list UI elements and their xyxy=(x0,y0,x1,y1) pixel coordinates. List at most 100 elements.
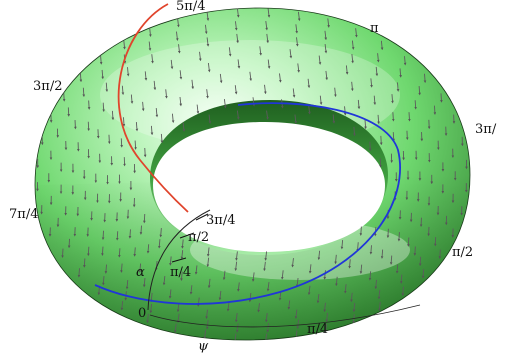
field-arrow xyxy=(334,254,337,265)
field-arrow xyxy=(351,81,354,92)
field-arrow xyxy=(353,126,356,137)
field-arrow xyxy=(125,280,129,290)
blue-curve xyxy=(94,102,401,305)
field-arrow xyxy=(259,46,262,56)
field-arrow xyxy=(234,333,237,340)
field-arrow xyxy=(118,248,121,258)
field-arrow xyxy=(421,269,425,279)
field-arrow xyxy=(423,73,427,84)
field-arrow xyxy=(234,21,238,31)
field-arrow xyxy=(418,86,421,96)
label-three-pi-2-left: 3π/2 xyxy=(33,79,62,94)
field-arrow xyxy=(294,114,298,124)
field-arrow xyxy=(228,47,232,57)
field-arrow xyxy=(198,51,202,62)
field-arrow xyxy=(101,69,105,80)
field-arrow xyxy=(206,37,210,47)
field-arrow xyxy=(357,99,361,110)
field-arrow xyxy=(380,40,384,51)
scale-label-pi-2: π/2 xyxy=(188,230,209,245)
field-arrow xyxy=(327,18,330,28)
field-arrow xyxy=(149,303,153,314)
field-arrow xyxy=(206,247,210,257)
field-arrow xyxy=(176,313,180,323)
field-arrow xyxy=(120,301,124,311)
field-arrow xyxy=(296,319,300,330)
field-arrow xyxy=(151,54,154,64)
field-arrow xyxy=(295,24,299,34)
field-arrow xyxy=(179,96,183,107)
field-arrow xyxy=(332,114,336,124)
field-arrow xyxy=(208,114,212,124)
field-arrow xyxy=(123,40,126,50)
field-arrow xyxy=(377,290,381,300)
field-arrow xyxy=(351,54,354,64)
field-arrow xyxy=(165,89,168,99)
field-arrow xyxy=(157,239,161,249)
field-arrow xyxy=(292,88,296,98)
field-arrow xyxy=(77,268,81,278)
field-arrow xyxy=(266,33,269,44)
field-arrow xyxy=(373,95,377,106)
field-arrow xyxy=(206,11,210,21)
field-arrow xyxy=(223,98,227,109)
field-arrow xyxy=(191,79,195,90)
field-arrow xyxy=(234,261,238,272)
field-arrow xyxy=(194,265,198,275)
red-curve xyxy=(117,3,189,213)
field-arrow xyxy=(391,94,394,104)
field-arrow xyxy=(121,85,125,96)
field-arrow xyxy=(179,70,183,80)
label-three-pi-2-right: 3π/ xyxy=(475,122,497,137)
field-arrow xyxy=(180,271,183,282)
field-arrow xyxy=(308,264,312,274)
field-arrow xyxy=(142,277,146,288)
psi-symbol: ψ xyxy=(198,339,209,354)
field-arrow xyxy=(87,246,90,257)
label-pi-4-bottom: π/4 xyxy=(307,322,328,337)
field-arrow xyxy=(295,37,299,47)
field-arrow xyxy=(318,55,322,65)
field-arrow xyxy=(340,240,344,250)
field-arrow xyxy=(317,250,321,261)
field-arrow xyxy=(376,53,380,63)
field-arrow xyxy=(135,122,139,132)
vector-field-arrows xyxy=(36,8,468,340)
field-arrow xyxy=(104,264,108,274)
field-arrow xyxy=(267,8,271,18)
field-arrow xyxy=(278,73,282,83)
field-arrow xyxy=(335,276,338,287)
field-arrow xyxy=(236,323,239,333)
field-arrow xyxy=(369,245,373,255)
field-arrow xyxy=(234,85,238,95)
field-arrow xyxy=(160,133,164,144)
field-arrow xyxy=(307,78,311,89)
field-arrow xyxy=(399,68,402,78)
field-arrow xyxy=(206,89,209,99)
field-arrow xyxy=(316,293,320,304)
field-arrow xyxy=(102,102,105,113)
field-arrow xyxy=(345,65,349,75)
field-arrow xyxy=(323,302,327,313)
field-arrow xyxy=(182,122,186,132)
field-arrow xyxy=(237,59,241,69)
field-arrow xyxy=(391,112,395,122)
field-arrow xyxy=(264,251,268,261)
field-arrow xyxy=(265,21,268,31)
field-arrow xyxy=(403,56,407,66)
field-arrow xyxy=(295,278,299,288)
label-pi-2-right: π/2 xyxy=(452,245,473,260)
field-arrow xyxy=(138,263,142,273)
angle-scale-ticks xyxy=(171,213,209,263)
field-arrow xyxy=(287,300,291,310)
field-arrow xyxy=(396,82,400,92)
field-arrow xyxy=(226,302,230,312)
field-arrow xyxy=(389,255,393,265)
field-arrow xyxy=(378,301,381,312)
field-arrow xyxy=(148,41,152,51)
field-arrow xyxy=(297,11,301,22)
field-arrow xyxy=(146,244,150,254)
field-arrow xyxy=(204,24,208,35)
field-arrow xyxy=(364,119,367,130)
field-arrow xyxy=(139,225,143,235)
